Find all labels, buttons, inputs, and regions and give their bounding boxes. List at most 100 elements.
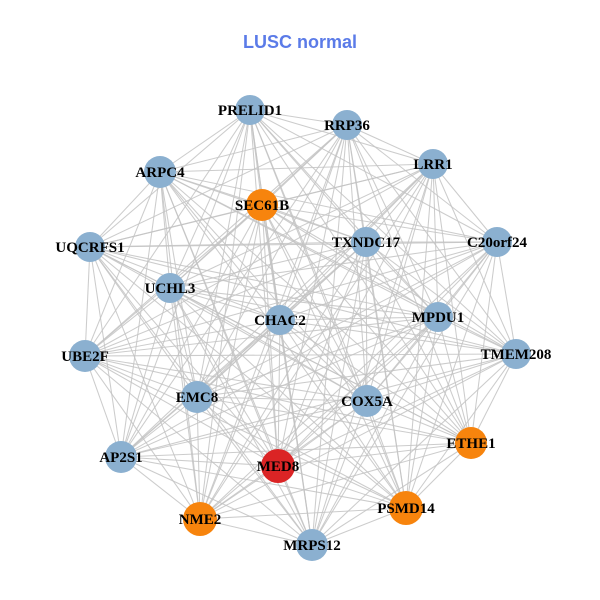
edge-TXNDC17-NME2 [199,241,367,520]
edge-SEC61B-TXNDC17 [261,204,367,243]
edge-ARPC4-COX5A [159,171,368,402]
edge-LRR1-EMC8 [196,163,434,398]
edge-SEC61B-TMEM208 [261,204,517,355]
edge-UQCRFS1-MED8 [89,246,279,467]
edge-ETHE1-NME2 [199,442,472,520]
edge-C20orf24-AP2S1 [120,241,498,458]
node-AP2S1[interactable] [105,441,137,473]
node-TMEM208[interactable] [501,339,531,369]
edge-TXNDC17-MED8 [277,241,367,467]
edge-MPDU1-PSMD14 [405,316,439,509]
edge-AP2S1-ETHE1 [120,442,472,458]
edge-PRELID1-C20orf24 [249,109,498,243]
edge-RRP36-ARPC4 [159,124,348,173]
labels-layer: PRELID1 RRP36 LRR1 ARPC4 SEC61B TXNDC17 C20orf… [55,103,551,554]
edge-UQCRFS1-COX5A [89,246,368,402]
edge-UBE2F-NME2 [84,355,201,520]
edge-EMC8-AP2S1 [120,396,198,458]
edge-SEC61B-UQCRFS1 [89,204,263,248]
edge-TMEM208-ETHE1 [470,353,517,444]
edge-UQCRFS1-UBE2F [84,246,91,357]
edge-MED8-PSMD14 [277,465,407,509]
edge-UCHL3-UBE2F [84,287,171,357]
node-label-SEC61B: SEC61B [235,198,289,214]
node-label-MRPS12: MRPS12 [283,538,341,554]
edge-MED8-ETHE1 [277,442,472,467]
node-label-C20orf24: C20orf24 [467,235,527,251]
node-TXNDC17[interactable] [351,227,381,257]
edge-PRELID1-RRP36 [249,109,348,126]
node-NME2[interactable] [183,502,217,536]
node-ARPC4[interactable] [144,156,176,188]
edge-ARPC4-TMEM208 [159,171,517,355]
edge-SEC61B-C20orf24 [261,204,498,243]
edge-C20orf24-EMC8 [196,241,498,398]
edge-LRR1-MPDU1 [432,163,439,318]
edge-AP2S1-PSMD14 [120,456,407,509]
node-LRR1[interactable] [418,149,448,179]
chart-title: LUSC normal [243,32,357,52]
edge-PRELID1-ARPC4 [159,109,251,173]
edge-C20orf24-MED8 [277,241,498,467]
edge-COX5A-AP2S1 [120,400,368,458]
edge-UQCRFS1-TMEM208 [89,246,517,355]
edge-EMC8-MED8 [196,396,279,467]
node-label-LRR1: LRR1 [413,157,452,173]
node-EMC8[interactable] [181,381,213,413]
edge-CHAC2-MPDU1 [279,316,439,321]
edge-UCHL3-COX5A [169,287,368,402]
edge-NME2-PSMD14 [199,507,407,520]
edge-SEC61B-UCHL3 [169,204,263,289]
edge-UQCRFS1-EMC8 [89,246,198,398]
edge-TXNDC17-MPDU1 [365,241,439,318]
node-label-PSMD14: PSMD14 [377,501,435,517]
edge-UCHL3-CHAC2 [169,287,281,321]
edge-RRP36-AP2S1 [120,124,348,458]
edge-UQCRFS1-PSMD14 [89,246,407,509]
edge-LRR1-NME2 [199,163,434,520]
node-UBE2F[interactable] [69,340,101,372]
node-label-NME2: NME2 [179,512,222,528]
node-UQCRFS1[interactable] [75,232,105,262]
node-RRP36[interactable] [332,110,362,140]
node-PSMD14[interactable] [389,491,423,525]
edge-TXNDC17-UCHL3 [169,241,367,289]
edge-UBE2F-PSMD14 [84,355,407,509]
edge-UCHL3-AP2S1 [120,287,171,458]
edge-UQCRFS1-NME2 [89,246,201,520]
edge-UBE2F-AP2S1 [84,355,122,458]
node-label-ETHE1: ETHE1 [446,436,495,452]
edge-COX5A-PSMD14 [366,400,407,509]
node-MPDU1[interactable] [423,302,453,332]
edge-UBE2F-TMEM208 [84,353,517,357]
edge-UBE2F-EMC8 [84,355,198,398]
node-SEC61B[interactable] [246,189,278,221]
edge-MPDU1-UBE2F [84,316,439,357]
node-UCHL3[interactable] [155,273,185,303]
edge-SEC61B-PSMD14 [261,204,407,509]
node-PRELID1[interactable] [235,95,265,125]
edge-EMC8-ETHE1 [196,396,472,444]
node-CHAC2[interactable] [265,305,295,335]
edge-RRP36-MED8 [277,124,348,467]
edge-MPDU1-MRPS12 [311,316,439,546]
edge-C20orf24-MRPS12 [311,241,498,546]
edge-UCHL3-PSMD14 [169,287,407,509]
edge-CHAC2-COX5A [279,319,368,402]
node-COX5A[interactable] [351,385,383,417]
node-C20orf24[interactable] [482,227,512,257]
edge-PRELID1-TMEM208 [249,109,517,355]
edge-UQCRFS1-CHAC2 [89,246,281,321]
node-MED8[interactable] [261,449,295,483]
edge-UQCRFS1-MPDU1 [89,246,439,318]
node-MRPS12[interactable] [296,529,328,561]
node-ETHE1[interactable] [455,427,487,459]
edge-PRELID1-PSMD14 [249,109,407,509]
edge-TMEM208-MED8 [277,353,517,467]
edge-TXNDC17-TMEM208 [365,241,517,355]
node-label-MPDU1: MPDU1 [412,310,465,326]
edge-EMC8-COX5A [196,396,368,402]
edge-TXNDC17-ETHE1 [365,241,472,444]
node-label-UCHL3: UCHL3 [145,281,196,297]
